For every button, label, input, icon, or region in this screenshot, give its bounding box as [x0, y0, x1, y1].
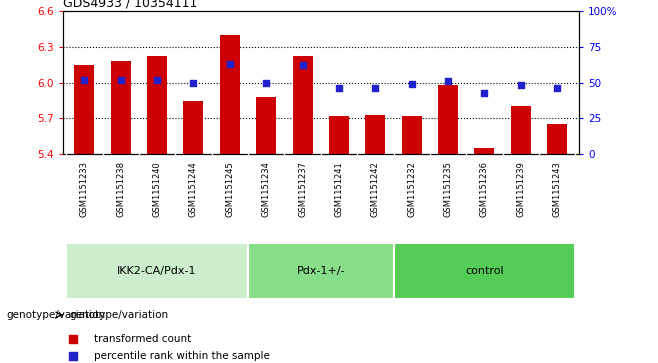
Point [68, 353, 78, 359]
Point [443, 78, 453, 84]
Bar [184, 101, 203, 154]
Point [188, 79, 199, 85]
Text: genotype/variation: genotype/variation [69, 310, 168, 320]
Text: genotype/variation: genotype/variation [7, 310, 106, 320]
Text: GSM1151235: GSM1151235 [443, 162, 453, 217]
Bar [220, 35, 240, 154]
Point [370, 85, 380, 91]
Text: GSM1151239: GSM1151239 [517, 162, 525, 217]
Point [152, 77, 163, 83]
Text: GSM1151244: GSM1151244 [189, 162, 198, 217]
Point [479, 90, 490, 95]
Text: GSM1151238: GSM1151238 [116, 162, 125, 217]
Bar [248, 243, 393, 299]
Bar [474, 148, 494, 154]
Bar [66, 243, 248, 299]
Point [516, 82, 526, 88]
Bar [438, 85, 458, 154]
Text: GSM1151236: GSM1151236 [480, 162, 489, 217]
Text: Pdx-1+/-: Pdx-1+/- [297, 266, 345, 276]
Bar [393, 243, 575, 299]
Bar [293, 56, 313, 154]
Text: GSM1151240: GSM1151240 [153, 162, 162, 217]
Bar [547, 125, 567, 154]
Text: GSM1151243: GSM1151243 [553, 162, 562, 217]
Point [224, 61, 235, 67]
Bar [111, 61, 131, 154]
Bar [147, 56, 167, 154]
Text: GSM1151242: GSM1151242 [371, 162, 380, 217]
Text: GSM1151245: GSM1151245 [225, 162, 234, 217]
Text: GSM1151241: GSM1151241 [334, 162, 343, 217]
Text: GSM1151232: GSM1151232 [407, 162, 417, 217]
Text: GSM1151237: GSM1151237 [298, 162, 307, 217]
Point [79, 77, 89, 83]
Point [261, 79, 272, 85]
Text: GSM1151233: GSM1151233 [80, 162, 89, 217]
Text: IKK2-CA/Pdx-1: IKK2-CA/Pdx-1 [117, 266, 197, 276]
Point [68, 337, 78, 342]
Point [115, 77, 126, 83]
Point [552, 85, 563, 91]
Text: transformed count: transformed count [93, 334, 191, 344]
Bar [74, 65, 94, 154]
Text: GDS4933 / 10354111: GDS4933 / 10354111 [63, 0, 197, 10]
Bar [511, 106, 531, 154]
Text: control: control [465, 266, 504, 276]
Bar [365, 115, 386, 154]
Bar [402, 116, 422, 154]
Bar [329, 116, 349, 154]
Point [407, 81, 417, 87]
Text: GSM1151234: GSM1151234 [262, 162, 270, 217]
Text: percentile rank within the sample: percentile rank within the sample [93, 351, 269, 361]
Point [334, 85, 344, 91]
Point [297, 62, 308, 68]
Bar [256, 97, 276, 154]
